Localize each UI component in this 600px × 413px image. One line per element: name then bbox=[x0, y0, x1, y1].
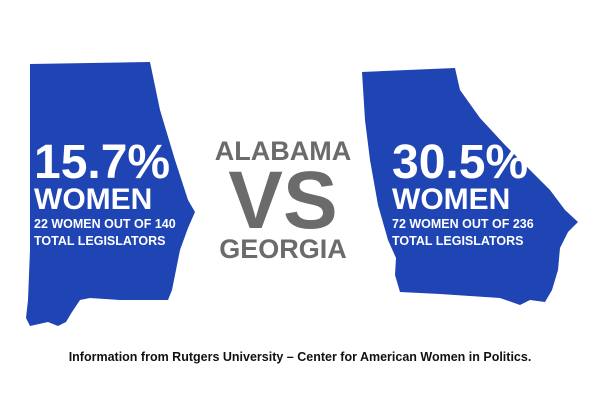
georgia-shape bbox=[362, 68, 578, 305]
alabama-label: WOMEN bbox=[34, 183, 152, 216]
alabama-detail: TOTAL LEGISLATORS bbox=[34, 234, 166, 248]
alabama-shape bbox=[26, 62, 195, 326]
center-top: ALABAMA bbox=[215, 136, 351, 166]
center-vs: VS bbox=[228, 155, 337, 246]
georgia-detail: 72 WOMEN OUT OF 236 bbox=[392, 217, 534, 231]
alabama-percent: 15.7% bbox=[34, 136, 170, 189]
georgia-label: WOMEN bbox=[392, 183, 510, 216]
georgia-detail: TOTAL LEGISLATORS bbox=[392, 234, 524, 248]
alabama-detail: 22 WOMEN OUT OF 140 bbox=[34, 217, 176, 231]
center-bottom: GEORGIA bbox=[219, 234, 347, 264]
georgia-percent: 30.5% bbox=[392, 136, 528, 189]
footer: Information from Rutgers University – Ce… bbox=[69, 350, 532, 364]
